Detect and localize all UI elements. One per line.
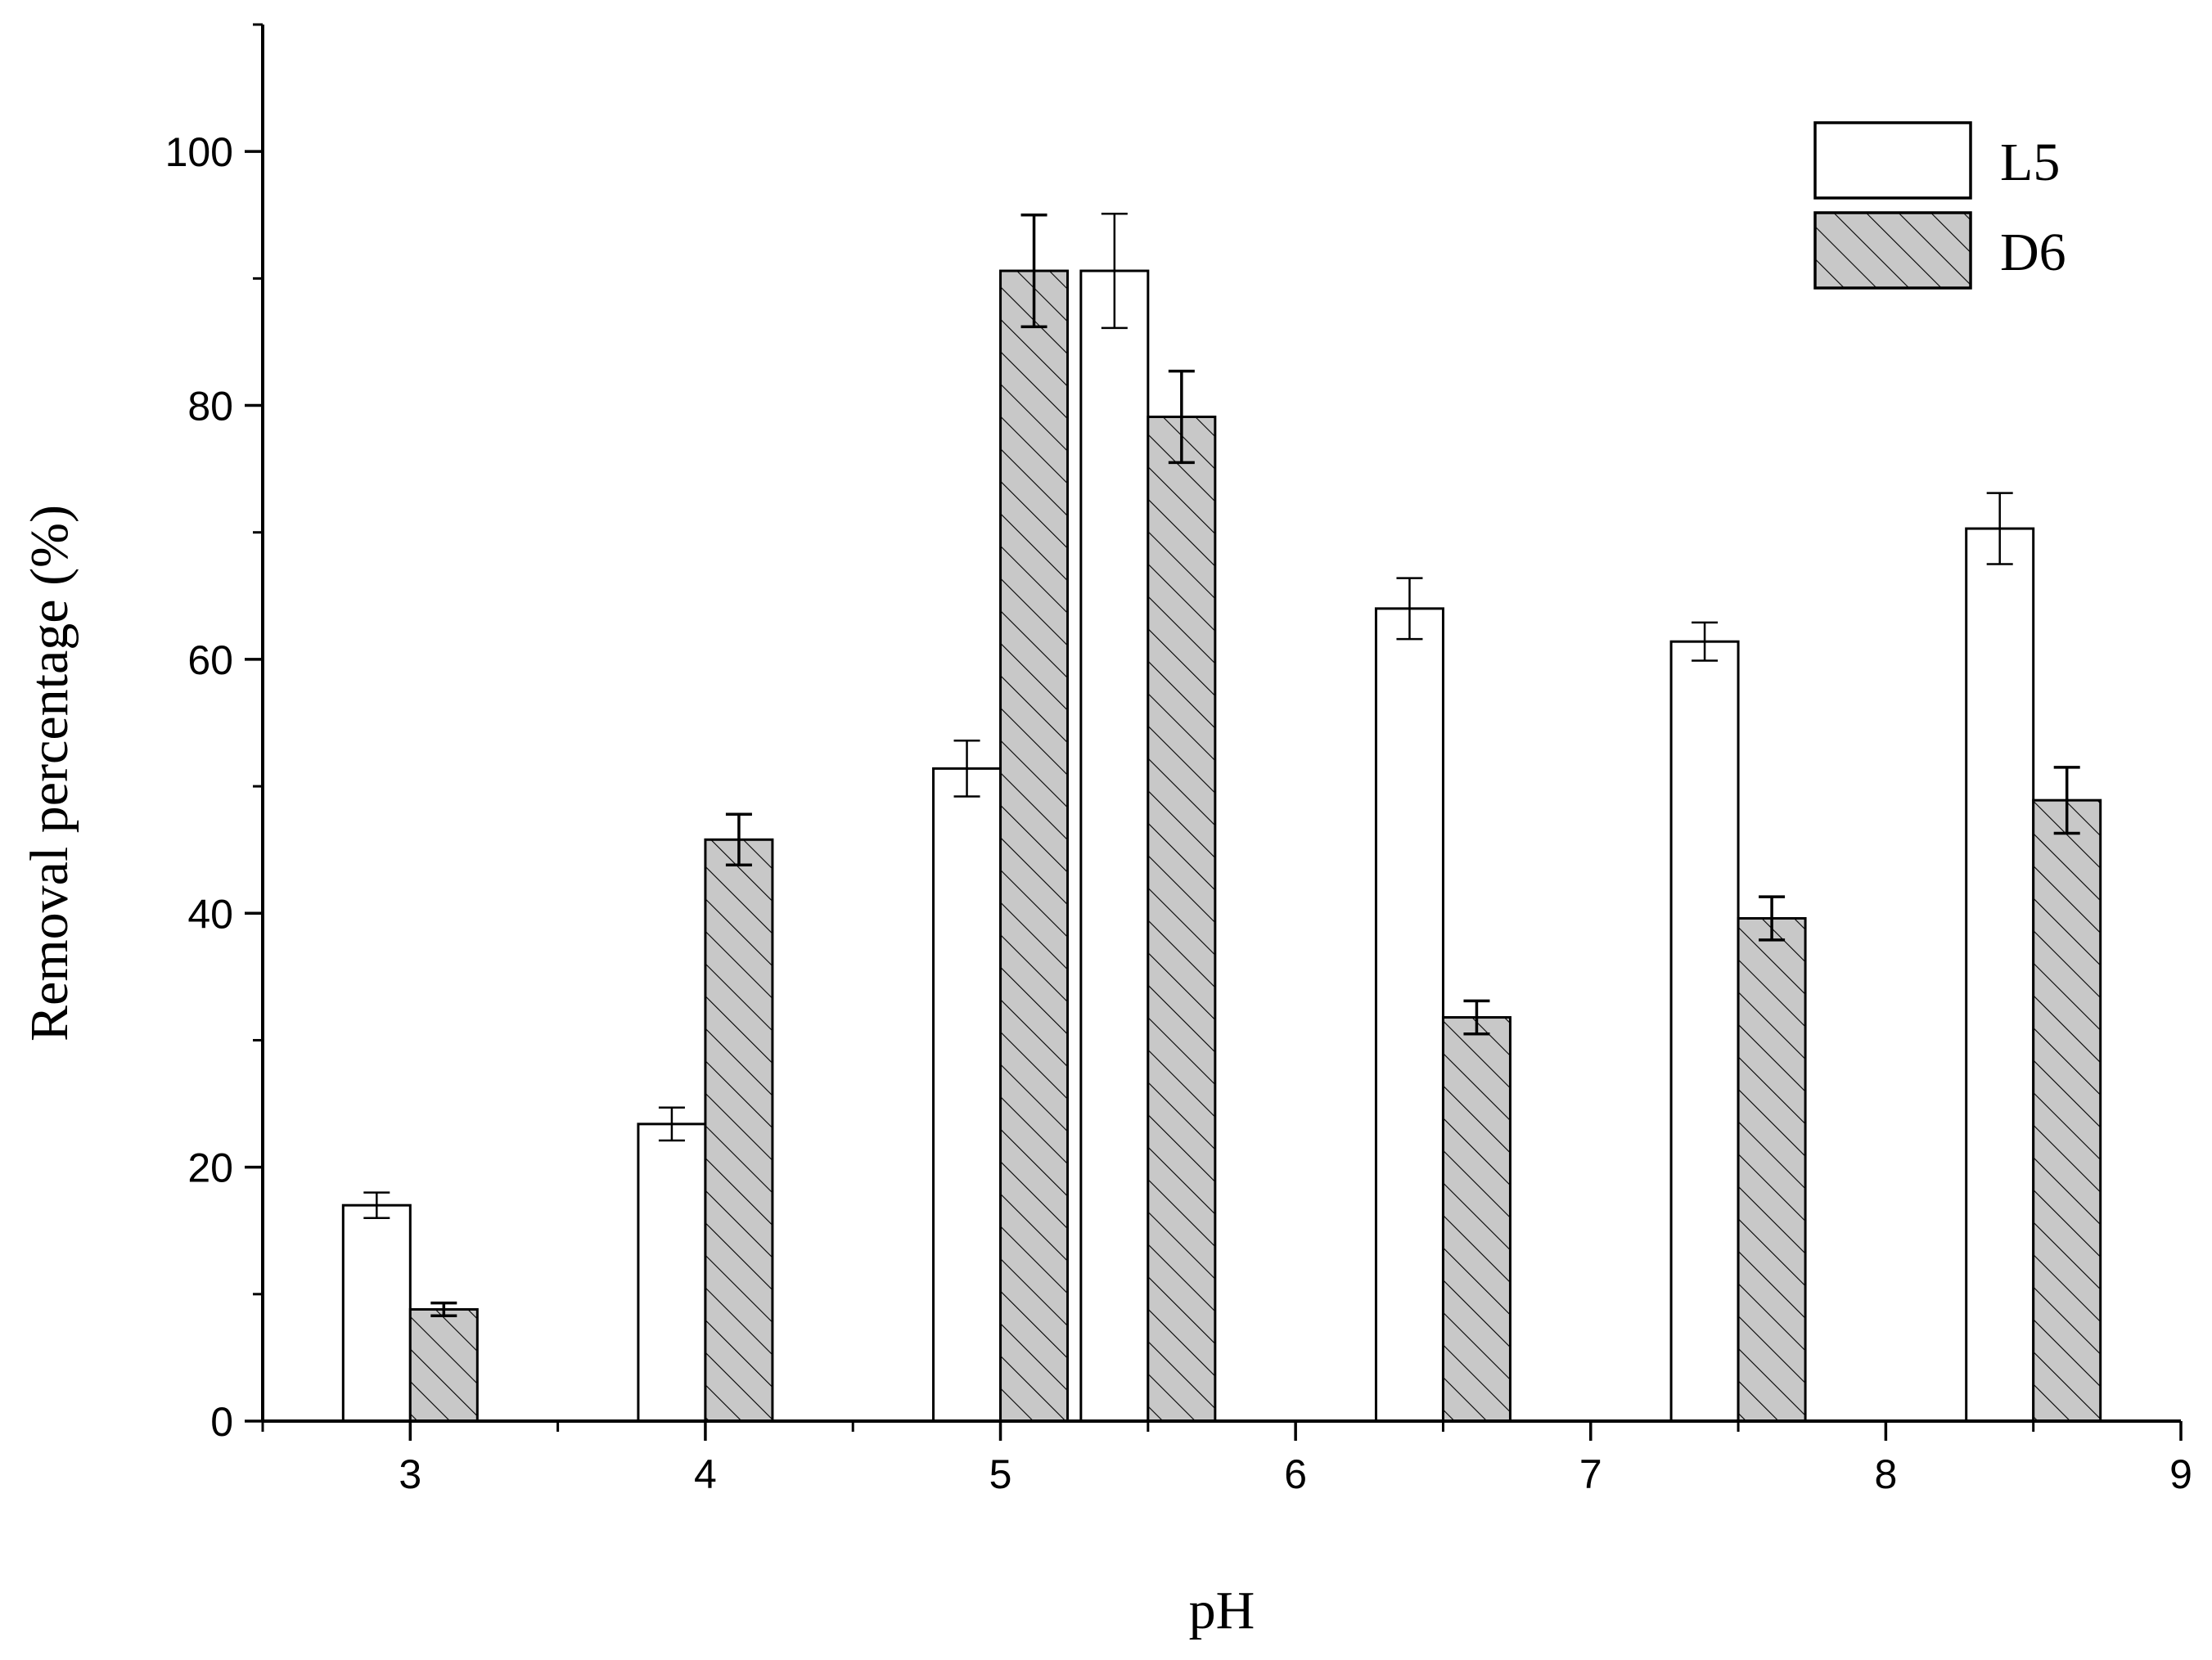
bar-D6-3: [999, 269, 1070, 1423]
x-tick-label-8: 8: [1874, 1451, 1897, 1497]
legend: L5 D6: [1813, 121, 2066, 290]
error-bar-D6-5: [1463, 999, 1490, 1036]
y-tick-label-0: 0: [210, 1399, 233, 1445]
legend-item-D6: D6: [1813, 211, 2066, 290]
y-axis-title: Removal percentage (%): [20, 505, 79, 1041]
error-bar-L5-5: [1396, 577, 1423, 641]
bar-D6-1: [408, 1307, 479, 1423]
x-tick-label-7: 7: [1579, 1451, 1602, 1497]
legend-swatch-D6: [1813, 211, 1972, 290]
error-bar-D6-4: [1168, 369, 1195, 465]
bar-D6-2: [704, 838, 774, 1423]
y-tick-label-60: 60: [187, 637, 233, 683]
bar-L5-7: [1965, 527, 2035, 1423]
error-bar-L5-4: [1101, 212, 1128, 330]
x-tick-label-6: 6: [1284, 1451, 1307, 1497]
x-tick-label-9: 9: [2169, 1451, 2192, 1497]
error-bar-L5-1: [363, 1191, 390, 1219]
x-axis-title: pH: [1189, 1581, 1255, 1640]
bar-L5-4: [1079, 269, 1150, 1423]
x-tick-label-4: 4: [694, 1451, 717, 1497]
bar-L5-3: [932, 767, 1002, 1423]
legend-label-L5: L5: [2000, 133, 2060, 192]
bars-layer: [341, 269, 2102, 1423]
error-bars-layer: [363, 212, 2080, 1317]
bar-L5-6: [1669, 640, 1740, 1423]
y-tick-label-80: 80: [187, 384, 233, 430]
error-bar-L5-3: [953, 739, 980, 798]
bar-D6-4: [1147, 416, 1217, 1423]
error-bar-D6-1: [430, 1301, 457, 1317]
error-bar-D6-7: [2053, 766, 2080, 835]
error-bar-D6-2: [725, 812, 752, 867]
bar-L5-2: [637, 1122, 707, 1423]
bar-L5-1: [341, 1203, 412, 1423]
error-bar-L5-7: [1986, 492, 2013, 565]
error-bar-L5-6: [1692, 621, 1719, 662]
legend-label-D6: D6: [2000, 223, 2066, 282]
y-tick-label-20: 20: [187, 1145, 233, 1191]
error-bar-D6-3: [1020, 214, 1047, 329]
error-bar-L5-2: [658, 1106, 685, 1142]
axes-layer: 0 20 40 60 80 100 3 4 5 6 7 8 9: [165, 23, 2192, 1497]
bar-D6-5: [1441, 1016, 1511, 1423]
legend-item-L5: L5: [1813, 121, 2060, 200]
bar-L5-5: [1374, 607, 1444, 1423]
y-tick-label-100: 100: [165, 129, 233, 175]
x-tick-label-5: 5: [989, 1451, 1012, 1497]
y-tick-label-40: 40: [187, 891, 233, 937]
x-tick-label-3: 3: [399, 1451, 421, 1497]
error-bar-D6-6: [1759, 895, 1786, 942]
bar-D6-6: [1737, 916, 1807, 1423]
bar-D6-7: [2032, 799, 2102, 1423]
legend-swatch-L5: [1813, 121, 1972, 200]
